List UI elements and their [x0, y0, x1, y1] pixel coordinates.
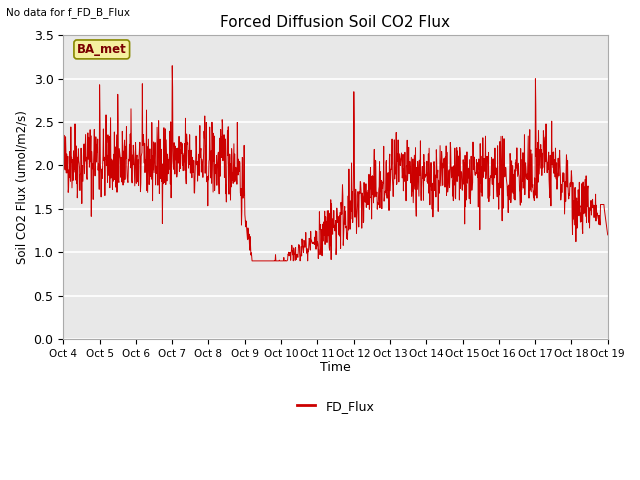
Title: Forced Diffusion Soil CO2 Flux: Forced Diffusion Soil CO2 Flux	[221, 15, 451, 30]
Legend: FD_Flux: FD_Flux	[292, 395, 380, 418]
Text: No data for f_FD_B_Flux: No data for f_FD_B_Flux	[6, 7, 131, 18]
Text: BA_met: BA_met	[77, 43, 127, 56]
X-axis label: Time: Time	[320, 361, 351, 374]
Y-axis label: Soil CO2 Flux (umol/m2/s): Soil CO2 Flux (umol/m2/s)	[15, 110, 28, 264]
